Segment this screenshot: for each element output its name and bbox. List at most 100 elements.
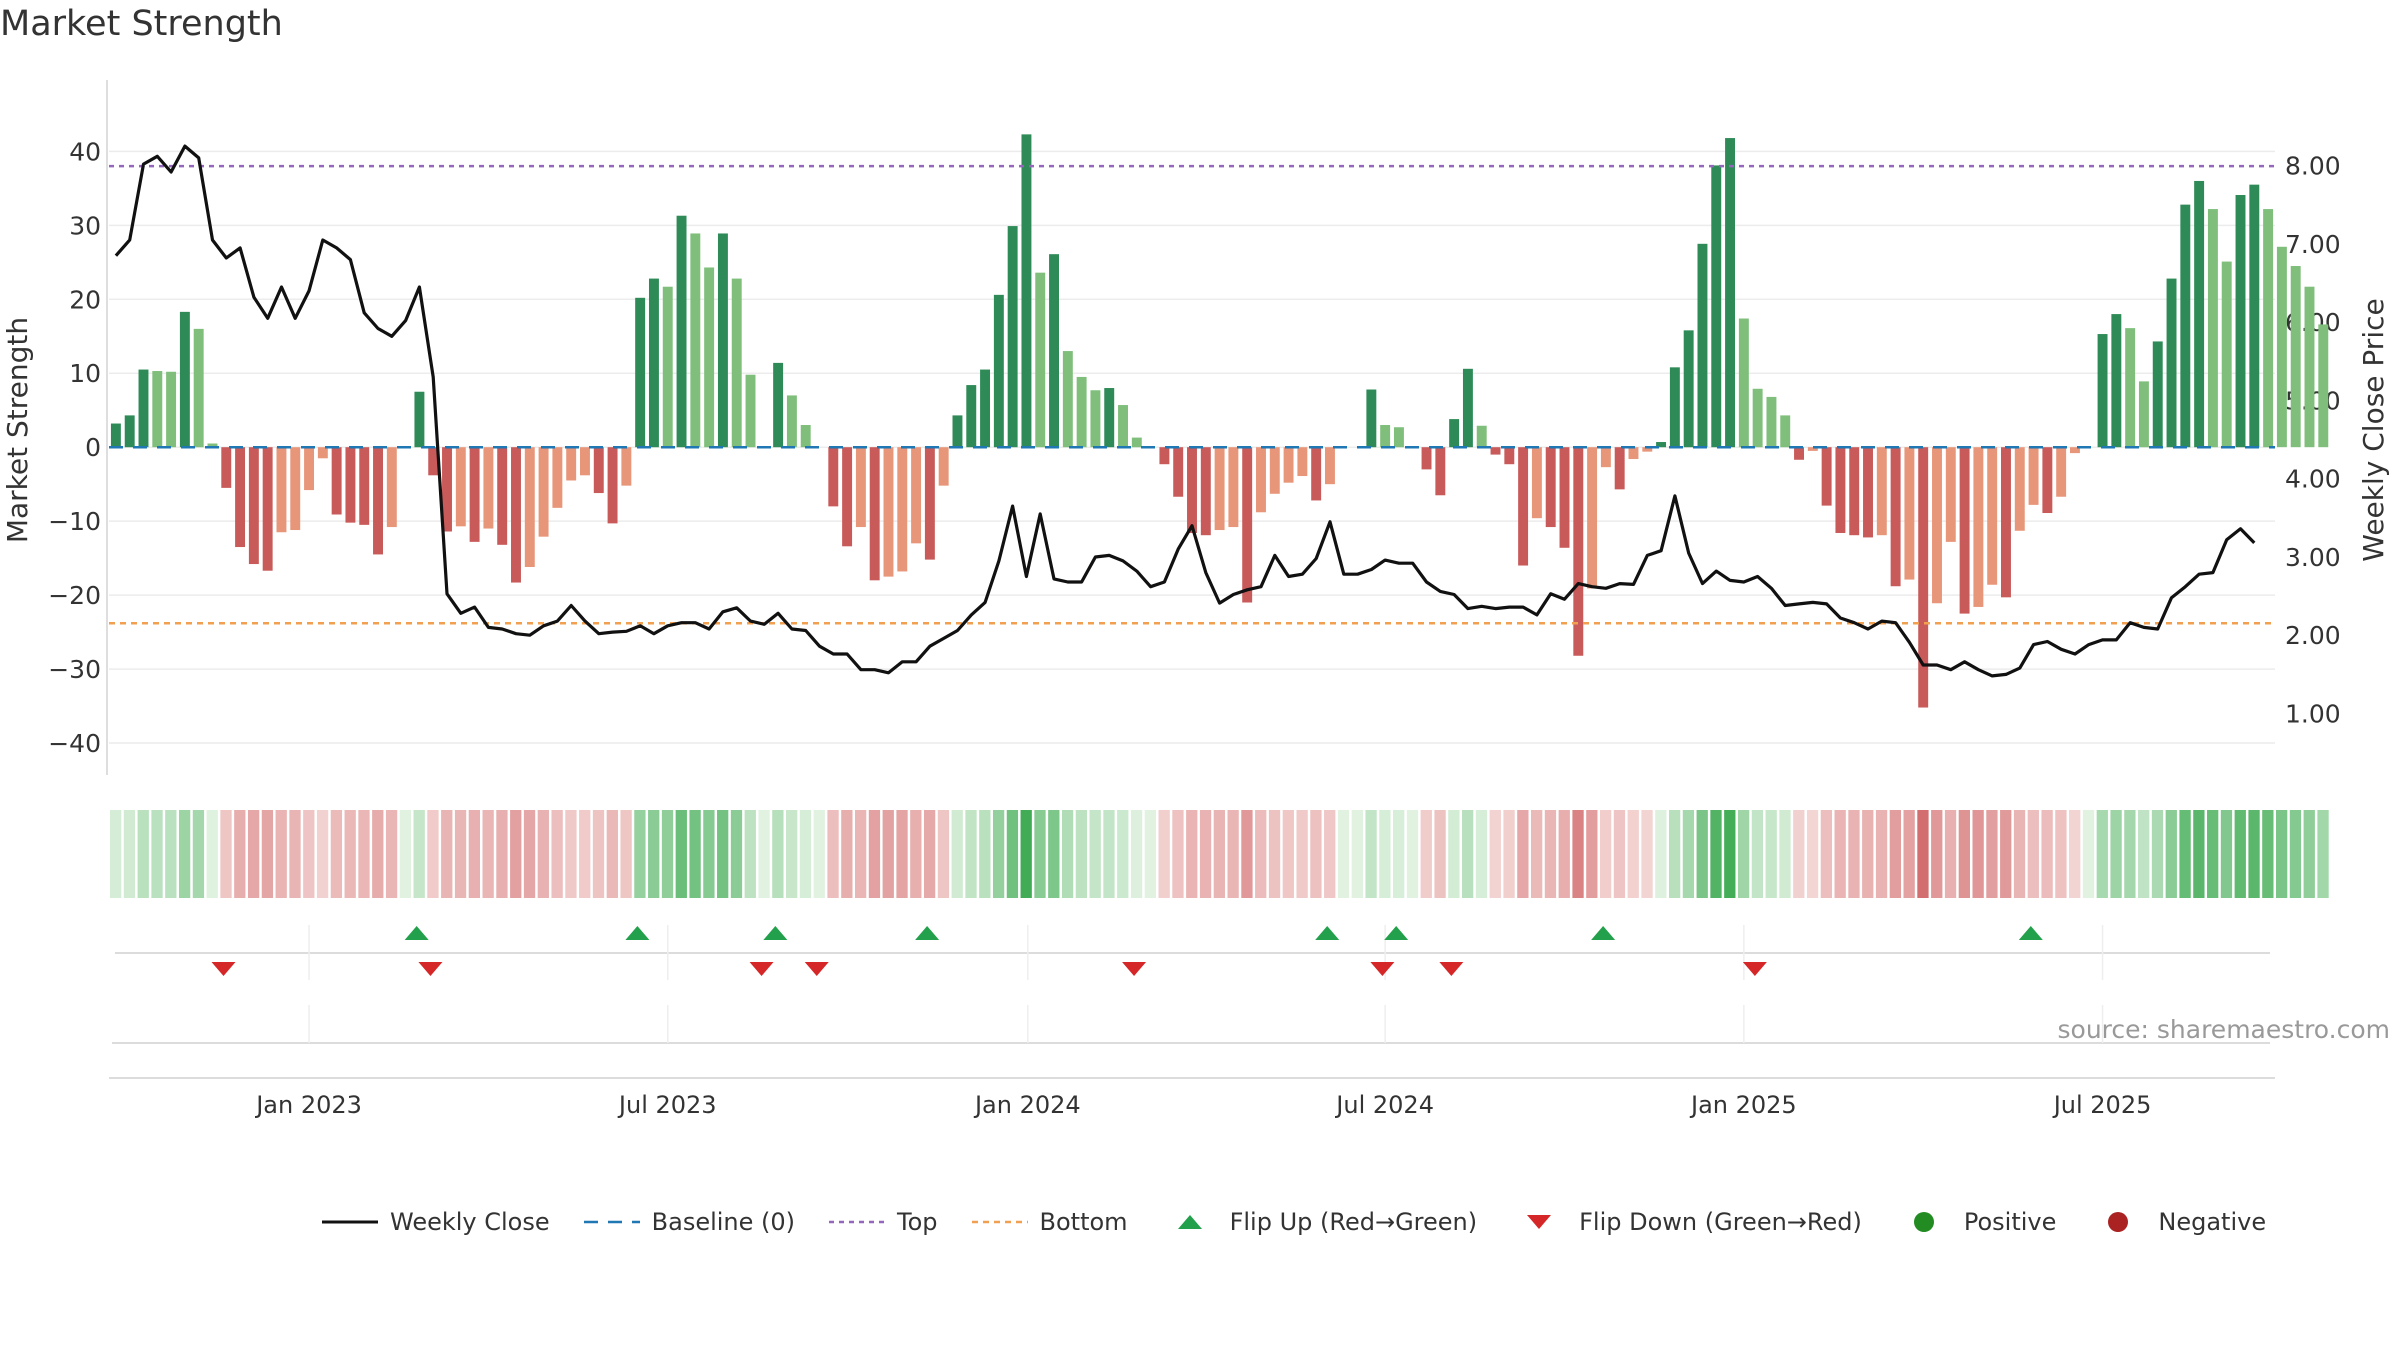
heat-cell: [1972, 810, 1984, 898]
strength-bar: [869, 447, 880, 581]
strength-bar: [1173, 447, 1184, 497]
strength-bar: [1766, 396, 1777, 448]
heat-cell: [1696, 810, 1708, 898]
strength-bar: [828, 447, 839, 507]
left-tick-label: −30: [48, 655, 101, 684]
strength-bar: [2304, 286, 2315, 448]
strength-bar: [662, 286, 673, 448]
left-tick-label: 40: [69, 137, 101, 166]
heat-cell: [813, 810, 825, 898]
strength-bar: [1780, 415, 1791, 448]
strength-bar: [1462, 368, 1473, 448]
legend-item-positive: Positive: [1894, 1208, 2056, 1236]
heat-cell: [441, 810, 453, 898]
strength-bar: [152, 371, 163, 448]
heat-cell: [1199, 810, 1212, 898]
strength-bar: [1435, 447, 1446, 496]
flip-up-marker: [1591, 926, 1616, 940]
flip-down-marker: [1742, 962, 1767, 976]
strength-bar: [1131, 437, 1142, 448]
strength-bar: [524, 447, 535, 568]
strength-bar: [717, 233, 728, 448]
heat-cell: [2207, 810, 2219, 898]
legend-label: Flip Up (Red→Green): [1229, 1208, 1478, 1236]
legend-item-weekly-close: Weekly Close: [320, 1208, 550, 1236]
strength-bar: [1076, 376, 1087, 448]
x-tick-label: Jan 2024: [973, 1091, 1081, 1119]
strength-bar: [2028, 447, 2039, 505]
heat-cell: [399, 810, 412, 898]
heat-cell: [413, 810, 425, 898]
flip-up-marker: [404, 926, 429, 940]
strength-bar: [2152, 341, 2163, 448]
strength-bar: [1794, 447, 1804, 460]
heat-cell: [1586, 810, 1598, 898]
strength-bar: [773, 362, 784, 448]
strength-bar: [1628, 447, 1639, 460]
strength-bar: [359, 447, 370, 525]
strength-bar: [1890, 447, 1901, 587]
strength-bar: [1311, 447, 1322, 501]
heat-cell: [468, 810, 480, 898]
strength-bar: [1297, 447, 1308, 477]
heat-cell: [537, 810, 549, 898]
strength-bar: [897, 447, 908, 572]
strength-bar: [511, 447, 521, 583]
heat-cell: [123, 810, 136, 898]
chart-title: Market Strength: [0, 4, 283, 44]
heat-cell: [1061, 810, 1074, 898]
heat-cell: [1875, 810, 1888, 898]
heat-cell: [2110, 810, 2122, 898]
strength-bar: [2221, 261, 2232, 448]
heat-cell: [1448, 810, 1460, 898]
heat-cell: [234, 810, 246, 898]
heat-cell: [523, 810, 536, 898]
heat-cell: [2303, 810, 2315, 898]
strength-bar: [428, 447, 439, 476]
heat-cell: [648, 810, 660, 898]
flip-down-marker: [418, 962, 443, 976]
heat-cell: [137, 810, 149, 898]
heat-cell: [841, 810, 853, 898]
heat-cell: [606, 810, 618, 898]
heat-cell: [896, 810, 908, 898]
left-tick-label: −40: [48, 729, 101, 758]
flip-up-marker: [915, 926, 940, 940]
right-tick-label: 1.00: [2285, 699, 2341, 728]
heat-cell: [316, 810, 329, 898]
strength-bar: [1214, 447, 1225, 531]
strength-bar: [1642, 447, 1653, 452]
left-tick-label: 0: [85, 433, 101, 462]
strength-bar: [1366, 389, 1377, 448]
strength-bar: [1738, 318, 1749, 448]
strength-bar: [924, 447, 935, 560]
heat-cell: [1337, 810, 1350, 898]
right-tick-label: 4.00: [2285, 465, 2341, 494]
heat-cell: [1365, 810, 1377, 898]
legend-label: Weekly Close: [390, 1208, 550, 1236]
heat-cell: [592, 810, 605, 898]
strength-bar: [1918, 447, 1929, 708]
heat-cell: [1241, 810, 1253, 898]
heat-cell: [2000, 810, 2012, 898]
x-tick-label: Jul 2024: [1334, 1091, 1434, 1119]
strength-bar: [276, 447, 287, 533]
heat-cell: [910, 810, 922, 898]
heat-cell: [1393, 810, 1405, 898]
strength-bar: [1876, 447, 1887, 536]
chart-legend: Weekly Close Baseline (0) Top Bottom Flip Up…: [320, 1208, 2298, 1236]
strength-bar: [304, 447, 315, 491]
heat-cell: [744, 810, 756, 898]
strength-bar: [1587, 447, 1598, 589]
strength-bar: [1821, 447, 1832, 506]
heat-cell: [1944, 810, 1957, 898]
heat-cell: [1462, 810, 1474, 898]
heat-cell: [1834, 810, 1846, 898]
heat-cell: [2220, 810, 2233, 898]
strength-bar: [731, 278, 742, 448]
heat-cell: [110, 810, 122, 898]
strength-bar: [1725, 138, 1736, 448]
heat-cell: [951, 810, 963, 898]
legend-item-top: Top: [827, 1208, 938, 1236]
heat-cell: [1089, 810, 1101, 898]
